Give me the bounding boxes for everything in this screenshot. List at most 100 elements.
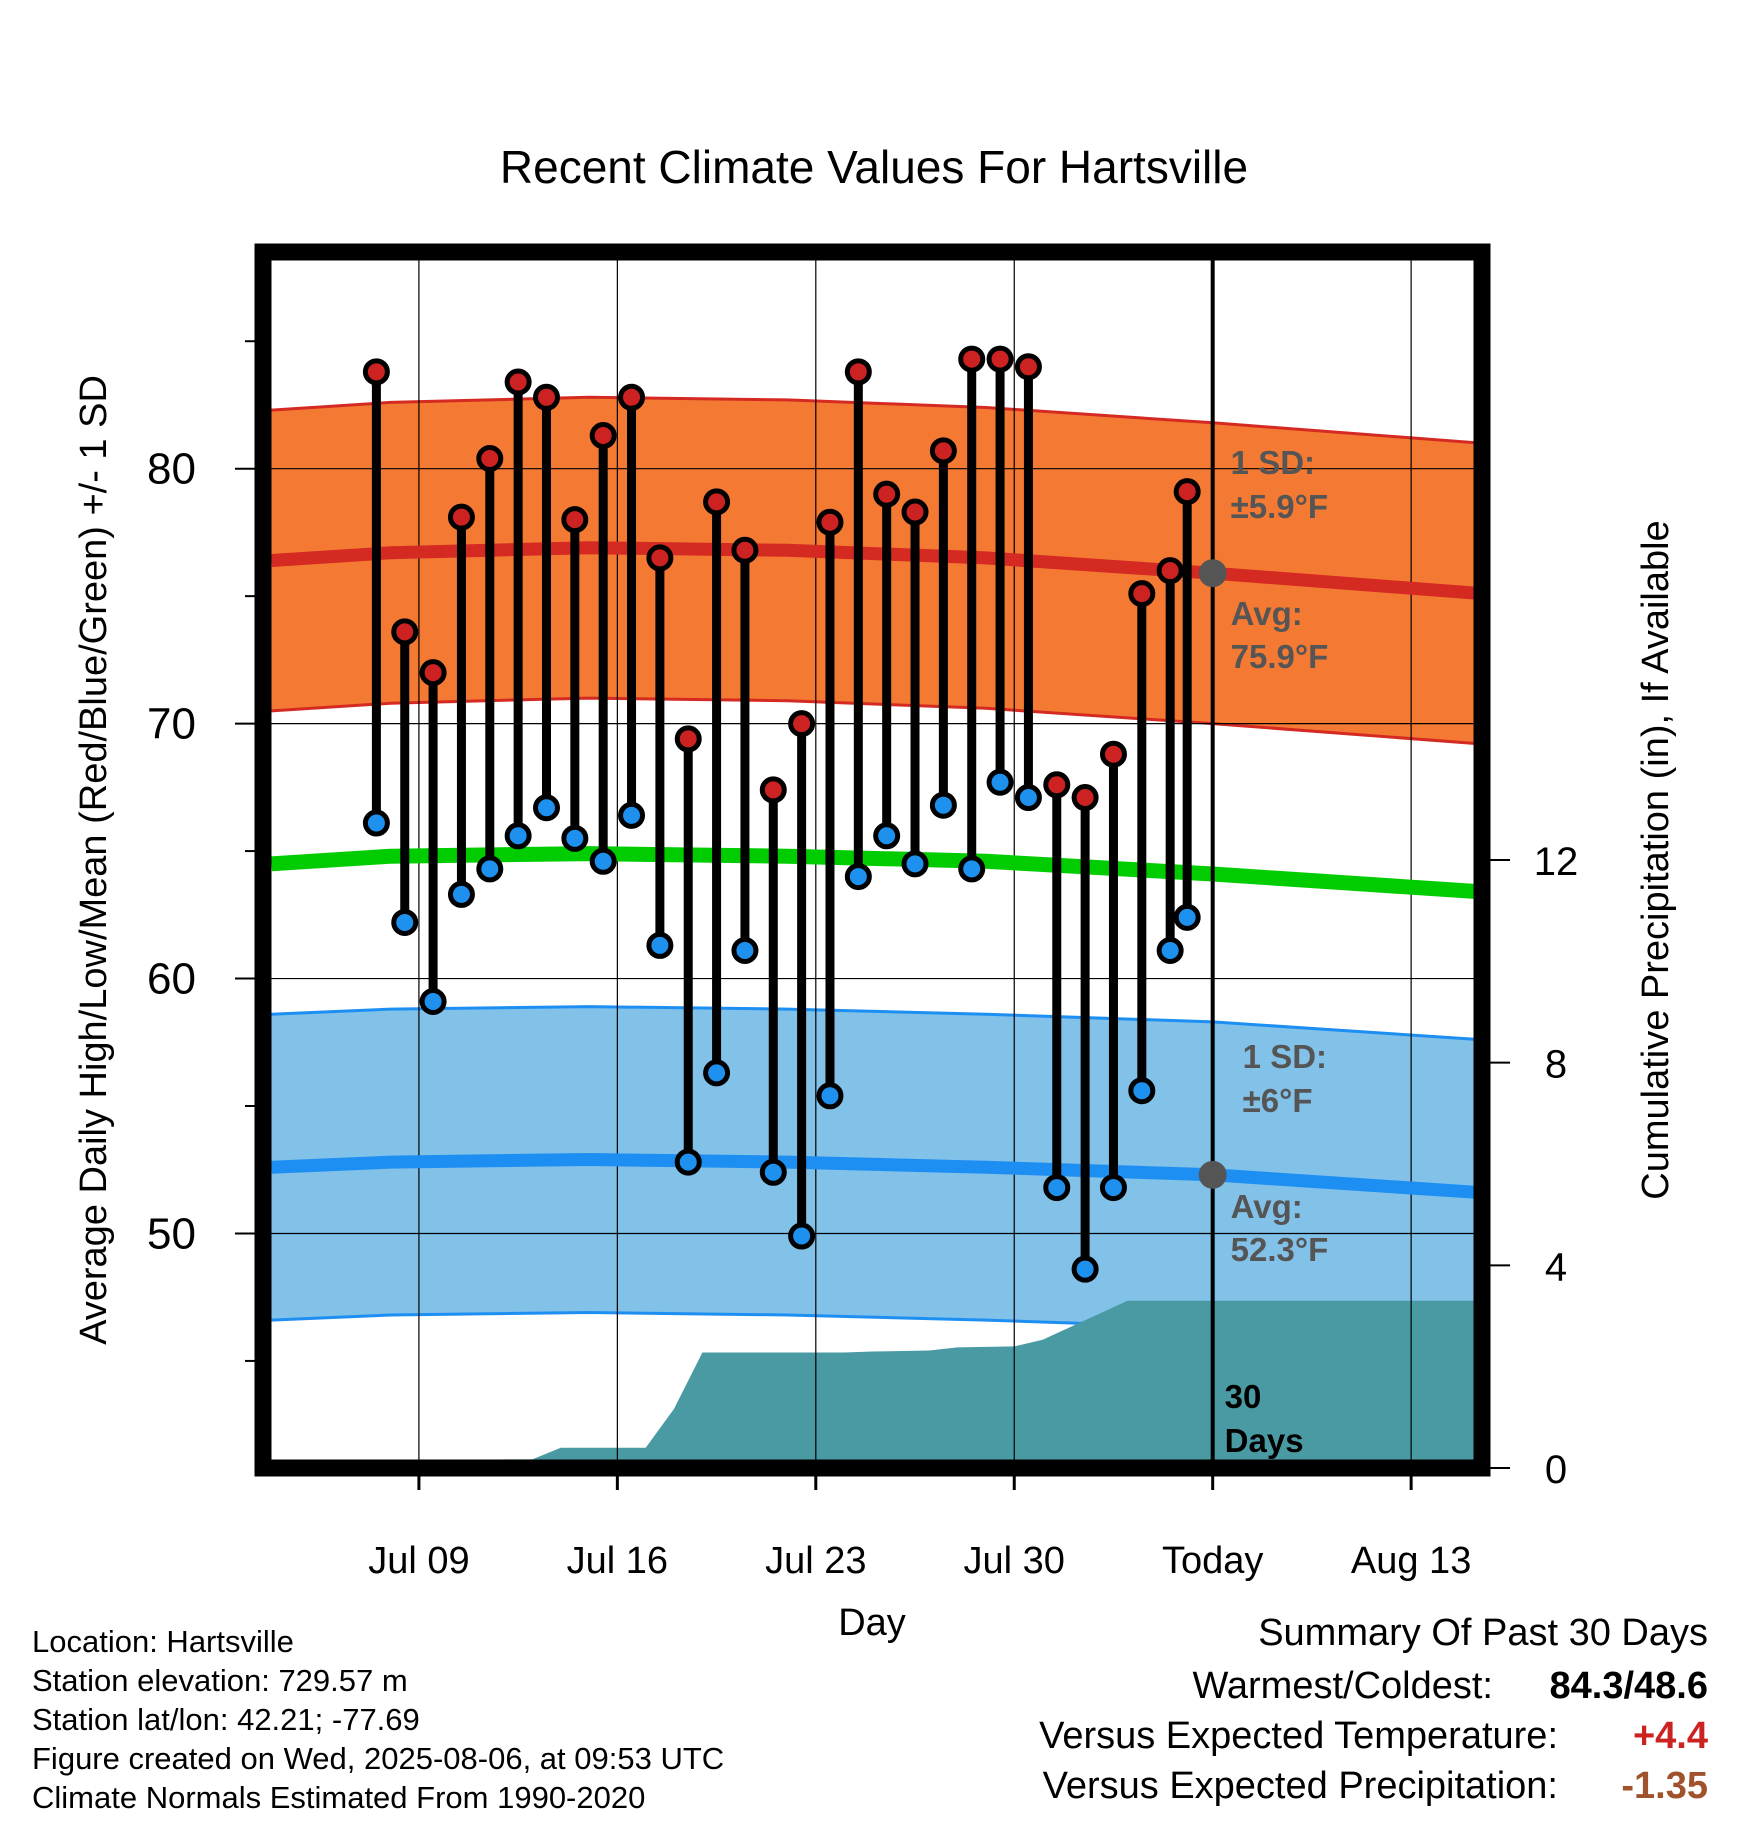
daily-low-marker (447, 880, 475, 908)
daily-low-marker (391, 908, 419, 936)
daily-low-marker (788, 1222, 816, 1250)
daily-high-marker (901, 498, 929, 526)
daily-high-marker (873, 480, 901, 508)
daily-low-marker (901, 850, 929, 878)
y-right-tick-label: 8 (1545, 1043, 1567, 1087)
daily-high-marker (788, 710, 816, 738)
summary-extremes-value: 84.3/48.6 (1549, 1665, 1708, 1707)
plot-border (254, 243, 1491, 1477)
location-text: Location: Hartsville (32, 1624, 294, 1659)
daily-low-marker (958, 855, 986, 883)
daily-high-marker (986, 345, 1014, 373)
daily-high-marker (589, 422, 617, 450)
high-avg-value: 75.9°F (1231, 638, 1329, 675)
daily-low-marker (929, 791, 957, 819)
normals-text: Climate Normals Estimated From 1990-2020 (32, 1780, 646, 1815)
today-normal-low-dot (1198, 1160, 1227, 1189)
latlon-text: Station lat/lon: 42.21; -77.69 (32, 1702, 420, 1737)
y-tick-label: 60 (147, 955, 196, 1004)
x-tick-label: Jul 16 (567, 1540, 668, 1582)
daily-high-marker (1014, 353, 1042, 381)
high-sd-label: 1 SD: (1231, 444, 1315, 481)
daily-high-marker (504, 368, 532, 396)
y-tick-label: 80 (147, 445, 196, 494)
summary-extremes-label: Warmest/Coldest: (1192, 1665, 1493, 1707)
daily-range-stems (371, 359, 1192, 1270)
low-avg-value: 52.3°F (1231, 1231, 1329, 1268)
x-axis-label: Day (838, 1602, 906, 1644)
elevation-text: Station elevation: 729.57 m (32, 1663, 408, 1698)
daily-high-marker (1071, 784, 1099, 812)
daily-low-marker (1099, 1174, 1127, 1202)
daily-high-marker (419, 659, 447, 687)
x-tick-label: Jul 23 (765, 1540, 866, 1582)
daily-high-marker (844, 358, 872, 386)
period-number: 30 (1225, 1378, 1262, 1415)
daily-high-marker (476, 444, 504, 472)
daily-high-marker (929, 437, 957, 465)
daily-high-marker (958, 345, 986, 373)
daily-low-marker (589, 847, 617, 875)
daily-high-marker (1173, 478, 1201, 506)
daily-low-marker (1071, 1255, 1099, 1283)
daily-low-marker (1173, 903, 1201, 931)
summary-temp-value: +4.4 (1632, 1715, 1708, 1757)
y-tick-label: 70 (147, 700, 196, 749)
summary-precip-label: Versus Expected Precipitation: (1042, 1765, 1558, 1807)
low-sd-band (271, 1006, 1482, 1346)
daily-high-marker (561, 506, 589, 534)
y-right-axis-label: Cumulative Precipitation (in), If Availa… (1635, 520, 1677, 1199)
daily-low-marker (1128, 1077, 1156, 1105)
y-tick-label: 50 (147, 1209, 196, 1258)
chart-title: Recent Climate Values For Hartsville (499, 141, 1249, 193)
daily-high-marker (618, 383, 646, 411)
summary-temp-label: Versus Expected Temperature: (1039, 1715, 1558, 1757)
daily-high-marker (1043, 771, 1071, 799)
precipitation-fill (390, 1300, 1483, 1468)
daily-low-marker (1156, 936, 1184, 964)
daily-high-marker (532, 383, 560, 411)
low-avg-label: Avg: (1231, 1188, 1303, 1225)
y-right-tick-label: 0 (1545, 1448, 1567, 1492)
precipitation-area (390, 1300, 1483, 1468)
low-sd-label: 1 SD: (1243, 1038, 1327, 1075)
daily-low-marker (362, 809, 390, 837)
daily-low-marker (1043, 1174, 1071, 1202)
summary-heading: Summary Of Past 30 Days (1258, 1612, 1708, 1654)
daily-low-marker (873, 822, 901, 850)
plot-frame (254, 243, 1491, 1477)
daily-low-marker (759, 1158, 787, 1186)
daily-low-marker (986, 768, 1014, 796)
daily-low-marker (703, 1059, 731, 1087)
high-avg-label: Avg: (1231, 595, 1303, 632)
daily-low-marker (561, 824, 589, 852)
daily-low-marker (476, 855, 504, 883)
daily-high-marker (447, 503, 475, 531)
daily-high-marker (391, 618, 419, 646)
daily-high-marker (816, 508, 844, 536)
daily-low-marker (419, 987, 447, 1015)
annotations: 1 SD: ±5.9°F Avg: 75.9°F 1 SD: ±6°F Avg: 52.3°F… (1198, 444, 1329, 1459)
daily-high-marker (731, 536, 759, 564)
daily-high-marker (1128, 580, 1156, 608)
daily-high-marker (674, 725, 702, 753)
daily-low-marker (731, 936, 759, 964)
daily-low-marker (844, 863, 872, 891)
y-axis-label: Average Daily High/Low/Mean (Red/Blue/Gr… (73, 375, 115, 1345)
daily-low-marker (532, 794, 560, 822)
daily-high-marker (362, 358, 390, 386)
daily-low-marker (618, 801, 646, 829)
y-right-tick-label: 12 (1534, 840, 1579, 884)
daily-high-marker (1099, 740, 1127, 768)
today-normal-high-dot (1198, 559, 1227, 588)
daily-low-marker (504, 822, 532, 850)
x-tick-label: Jul 09 (368, 1540, 469, 1582)
daily-high-marker (1156, 557, 1184, 585)
high-sd-value: ±5.9°F (1231, 488, 1328, 525)
y-right-tick-label: 4 (1545, 1245, 1567, 1289)
daily-high-marker (646, 544, 674, 572)
low-sd-value: ±6°F (1243, 1082, 1313, 1119)
x-tick-label: Today (1162, 1540, 1263, 1582)
daily-low-marker (674, 1148, 702, 1176)
